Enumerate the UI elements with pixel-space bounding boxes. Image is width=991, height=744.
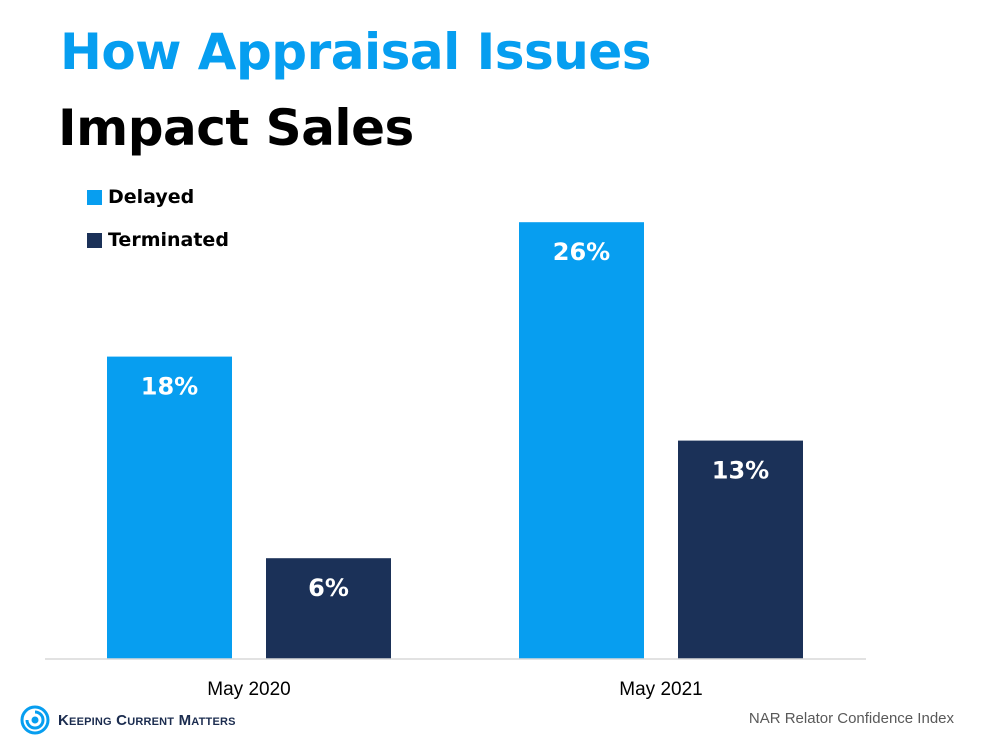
data-label-terminated-may-2021: 13% <box>712 457 769 485</box>
bar-delayed-may-2020 <box>107 356 232 659</box>
data-label-delayed-may-2020: 18% <box>141 373 198 401</box>
category-labels-group: May 2020 May 2021 <box>207 679 702 700</box>
legend-item-delayed: Delayed <box>87 185 194 209</box>
chart-title-line1: How Appraisal Issues <box>60 23 652 81</box>
legend-swatch-terminated <box>87 232 102 248</box>
data-label-terminated-may-2020: 6% <box>308 574 349 602</box>
bar-delayed-may-2021 <box>519 222 644 659</box>
brand-name: Keeping Current Matters <box>58 711 236 729</box>
category-label-may-2021: May 2021 <box>619 679 702 700</box>
legend-label-terminated: Terminated <box>108 229 229 251</box>
data-label-delayed-may-2021: 26% <box>553 238 610 266</box>
category-label-may-2020: May 2020 <box>207 679 290 700</box>
legend-item-terminated: Terminated <box>87 228 229 252</box>
source-note: NAR Relator Confidence Index <box>748 710 954 727</box>
bars-group: 18% 6% 26% 13% <box>107 222 803 659</box>
bar-terminated-may-2021 <box>678 440 803 659</box>
bar-terminated-may-2020 <box>266 558 391 659</box>
legend-label-delayed: Delayed <box>108 186 195 208</box>
legend-swatch-delayed <box>87 189 102 205</box>
chart-title-line2: Impact Sales <box>58 99 414 157</box>
brand-logo: Keeping Current Matters <box>20 705 236 735</box>
swirl-logo-icon <box>20 705 50 735</box>
